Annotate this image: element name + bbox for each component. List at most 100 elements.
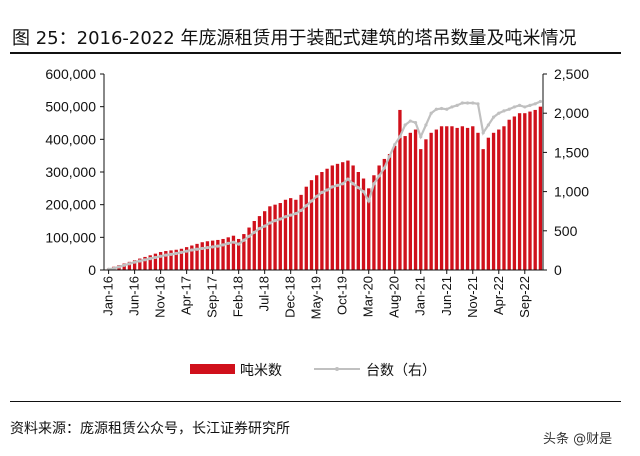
bar bbox=[174, 249, 178, 270]
line-point bbox=[133, 260, 137, 264]
bar bbox=[465, 127, 470, 271]
line-point bbox=[205, 246, 210, 250]
line-point bbox=[512, 105, 516, 109]
bar bbox=[398, 109, 402, 270]
bar bbox=[216, 239, 220, 270]
line-point bbox=[356, 186, 360, 190]
line-point bbox=[138, 259, 142, 263]
left-tick-label: 100,000 bbox=[45, 229, 96, 245]
bar bbox=[408, 132, 413, 270]
bar bbox=[143, 256, 147, 270]
bar bbox=[486, 137, 491, 270]
line-point bbox=[211, 245, 215, 249]
x-tick-label: Nov-16 bbox=[153, 276, 168, 318]
bar bbox=[387, 154, 392, 270]
bar bbox=[289, 198, 293, 270]
line-point bbox=[346, 177, 350, 181]
bar bbox=[471, 126, 475, 271]
bar bbox=[231, 235, 236, 270]
bar bbox=[304, 186, 308, 270]
line-point bbox=[445, 107, 449, 111]
bar bbox=[445, 126, 449, 271]
line-point bbox=[309, 199, 314, 203]
line-point bbox=[143, 258, 147, 262]
line-point bbox=[367, 199, 371, 203]
bar bbox=[268, 206, 272, 270]
line-point bbox=[517, 103, 522, 107]
bar bbox=[356, 172, 360, 270]
line-point bbox=[382, 166, 386, 170]
x-tick-label: Nov-21 bbox=[465, 276, 480, 318]
x-tick-label: Aug-20 bbox=[387, 276, 402, 318]
line-point bbox=[419, 135, 423, 139]
line-point bbox=[502, 109, 506, 113]
left-tick-label: 0 bbox=[88, 262, 96, 278]
line-point bbox=[434, 107, 438, 111]
right-tick-label: 2,500 bbox=[554, 66, 589, 82]
bar bbox=[205, 241, 210, 270]
bar bbox=[429, 132, 433, 270]
line-point bbox=[237, 242, 241, 246]
bar bbox=[419, 149, 423, 270]
line-point bbox=[465, 101, 470, 105]
bar bbox=[164, 251, 168, 270]
bar bbox=[190, 245, 194, 270]
line-point bbox=[112, 266, 116, 271]
line-point bbox=[190, 248, 194, 252]
bar bbox=[184, 247, 189, 270]
line-point bbox=[294, 211, 298, 216]
line-point bbox=[216, 244, 220, 248]
figure-title: 图 25：2016-2022 年庞源租赁用于装配式建筑的塔吊数量及吨米情况 bbox=[12, 28, 577, 49]
x-tick-label: Jan-21 bbox=[413, 276, 428, 316]
bar bbox=[367, 188, 371, 270]
legend-line-marker bbox=[335, 367, 339, 371]
bar bbox=[127, 261, 132, 270]
line-point bbox=[226, 241, 230, 245]
line-point bbox=[538, 99, 542, 104]
series-line bbox=[108, 100, 541, 271]
left-tick-label: 300,000 bbox=[45, 164, 96, 180]
line-point bbox=[179, 250, 184, 254]
bar bbox=[528, 111, 532, 270]
line-point bbox=[393, 142, 397, 147]
line-point bbox=[185, 249, 189, 253]
line-point bbox=[195, 247, 199, 251]
bar bbox=[382, 158, 386, 270]
line-point bbox=[315, 194, 319, 198]
line-point bbox=[153, 255, 158, 260]
bar bbox=[455, 127, 459, 271]
line-point bbox=[408, 119, 412, 123]
line-point bbox=[169, 252, 173, 256]
bar bbox=[507, 119, 511, 270]
bar bbox=[179, 248, 184, 270]
bar bbox=[424, 139, 428, 270]
bar bbox=[497, 129, 501, 270]
line-point bbox=[533, 102, 537, 106]
x-tick-label: Sep-22 bbox=[517, 276, 532, 318]
x-tick-label: Apr-17 bbox=[179, 276, 194, 315]
bar bbox=[309, 180, 314, 270]
watermark: 头条 @财是 bbox=[543, 432, 613, 447]
line-point bbox=[372, 182, 376, 186]
bar bbox=[434, 129, 439, 270]
line-point bbox=[257, 226, 262, 231]
line-point bbox=[247, 234, 251, 238]
bar bbox=[132, 260, 137, 270]
bar bbox=[372, 175, 376, 270]
x-tick-label: Feb-18 bbox=[231, 276, 246, 317]
line-point bbox=[429, 111, 433, 115]
line-point bbox=[387, 154, 392, 158]
line-point bbox=[507, 107, 511, 111]
bar bbox=[450, 126, 454, 271]
bar bbox=[263, 211, 267, 270]
bar bbox=[294, 199, 298, 270]
line-point bbox=[268, 221, 272, 225]
bar bbox=[346, 160, 350, 270]
line-point bbox=[164, 253, 168, 257]
line-point bbox=[159, 254, 163, 258]
line-point bbox=[283, 215, 288, 219]
line-point bbox=[325, 188, 329, 192]
bar bbox=[257, 216, 262, 270]
legend-bar-swatch bbox=[190, 364, 235, 374]
bar bbox=[247, 227, 251, 270]
